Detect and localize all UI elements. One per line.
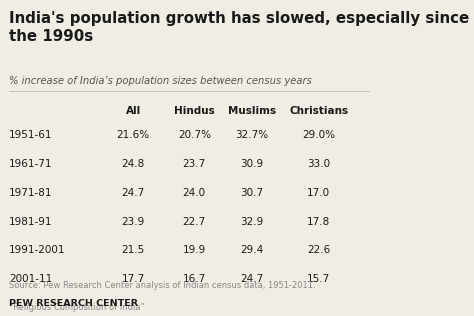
Text: 1981-91: 1981-91 bbox=[9, 216, 52, 227]
Text: Muslims: Muslims bbox=[228, 106, 276, 116]
Text: 32.7%: 32.7% bbox=[235, 130, 268, 140]
Text: 30.9: 30.9 bbox=[240, 159, 264, 169]
Text: 24.7: 24.7 bbox=[121, 188, 145, 198]
Text: Hindus: Hindus bbox=[174, 106, 215, 116]
Text: % increase of India’s population sizes between census years: % increase of India’s population sizes b… bbox=[9, 76, 312, 87]
Text: 24.7: 24.7 bbox=[240, 274, 264, 284]
Text: 23.9: 23.9 bbox=[121, 216, 145, 227]
Text: 22.7: 22.7 bbox=[182, 216, 206, 227]
Text: 1961-71: 1961-71 bbox=[9, 159, 52, 169]
Text: 29.4: 29.4 bbox=[240, 245, 264, 255]
Text: 21.6%: 21.6% bbox=[117, 130, 150, 140]
Text: 23.7: 23.7 bbox=[182, 159, 206, 169]
Text: 29.0%: 29.0% bbox=[302, 130, 335, 140]
Text: 21.5: 21.5 bbox=[121, 245, 145, 255]
Text: All: All bbox=[126, 106, 141, 116]
Text: 30.7: 30.7 bbox=[240, 188, 264, 198]
Text: 2001-11: 2001-11 bbox=[9, 274, 52, 284]
Text: 17.0: 17.0 bbox=[307, 188, 330, 198]
Text: 16.7: 16.7 bbox=[182, 274, 206, 284]
Text: “Religious Composition of India”: “Religious Composition of India” bbox=[9, 303, 145, 312]
Text: PEW RESEARCH CENTER: PEW RESEARCH CENTER bbox=[9, 299, 138, 308]
Text: 19.9: 19.9 bbox=[182, 245, 206, 255]
Text: 15.7: 15.7 bbox=[307, 274, 330, 284]
Text: 1971-81: 1971-81 bbox=[9, 188, 52, 198]
Text: 1991-2001: 1991-2001 bbox=[9, 245, 65, 255]
Text: 20.7%: 20.7% bbox=[178, 130, 211, 140]
Text: 1951-61: 1951-61 bbox=[9, 130, 52, 140]
Text: 24.0: 24.0 bbox=[183, 188, 206, 198]
Text: 22.6: 22.6 bbox=[307, 245, 330, 255]
Text: Source: Pew Research Center analysis of Indian census data, 1951-2011.: Source: Pew Research Center analysis of … bbox=[9, 281, 315, 290]
Text: 17.8: 17.8 bbox=[307, 216, 330, 227]
Text: 33.0: 33.0 bbox=[307, 159, 330, 169]
Text: 24.8: 24.8 bbox=[121, 159, 145, 169]
Text: Christians: Christians bbox=[289, 106, 348, 116]
Text: 17.7: 17.7 bbox=[121, 274, 145, 284]
Text: India's population growth has slowed, especially since
the 1990s: India's population growth has slowed, es… bbox=[9, 11, 469, 44]
Text: 32.9: 32.9 bbox=[240, 216, 264, 227]
